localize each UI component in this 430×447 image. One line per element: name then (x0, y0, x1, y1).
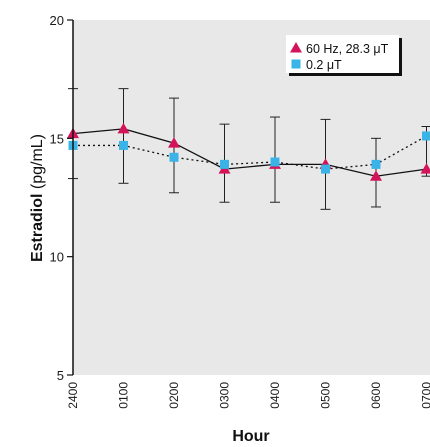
series-1-point (168, 137, 180, 148)
y-axis-title-unit: (pg/mL) (29, 134, 46, 194)
x-tick-label: 0300 (218, 382, 232, 409)
x-tick-label: 0600 (369, 382, 383, 409)
y-tick-label: 10 (50, 250, 64, 265)
series-1-point (117, 122, 130, 134)
legend-marker-2 (291, 59, 301, 69)
series-2-point (169, 152, 179, 162)
legend-marker-1 (290, 42, 302, 53)
y-tick-label: 15 (50, 131, 64, 146)
series-1-point (420, 163, 430, 174)
x-tick-label: 2400 (66, 382, 80, 409)
y-axis-ticks: 5 10 15 20 (50, 13, 73, 383)
series-2-point (119, 140, 128, 150)
x-tick-label: 0500 (319, 382, 333, 409)
y-axis-title: Estradiol (pg/mL) (29, 134, 46, 262)
legend-label-2: 0.2 μT (306, 58, 342, 72)
legend-box (286, 35, 399, 73)
legend: 60 Hz, 28.3 μT 0.2 μT (286, 35, 402, 76)
plot-area (73, 20, 430, 375)
series-line-1 (72, 128, 427, 177)
x-axis-ticks: 2400 0100 0200 0300 0400 0500 0600 0700 (66, 382, 430, 409)
legend-items: 60 Hz, 28.3 μT 0.2 μT (290, 42, 389, 72)
x-tick-label: 0100 (117, 382, 131, 409)
x-tick-label: 0700 (420, 382, 430, 409)
x-tick-label: 0400 (268, 382, 282, 409)
y-axis-title-main: Estradiol (29, 194, 46, 262)
y-tick-label: 5 (57, 368, 64, 383)
legend-label-1: 60 Hz, 28.3 μT (306, 42, 389, 56)
series-2-point (371, 159, 381, 169)
series-2-point (220, 159, 229, 169)
series-1-point (370, 170, 382, 181)
x-tick-label: 0200 (167, 382, 181, 409)
series-2-point (422, 131, 430, 141)
y-tick-label: 20 (50, 13, 64, 28)
series-lines (72, 128, 427, 177)
x-axis-title: Hour (232, 428, 269, 445)
series-2-point (270, 157, 280, 167)
series-2-point (321, 164, 330, 174)
